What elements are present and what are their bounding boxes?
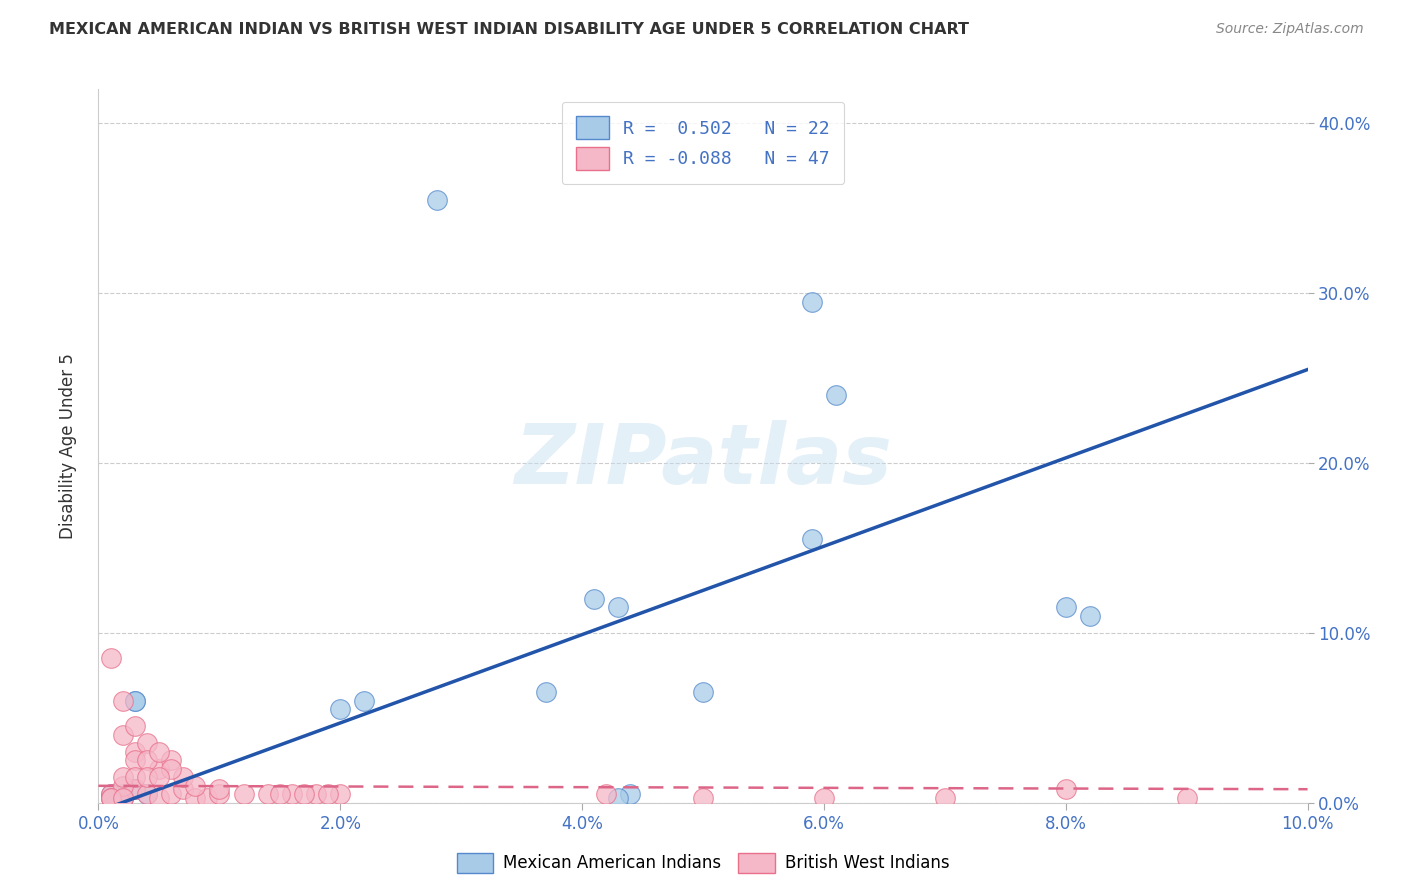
Point [135,787,157,801]
Point [111,790,134,805]
Point [100,790,122,805]
Point [100,651,122,665]
Point [172,782,194,797]
Point [813,790,835,805]
Point [124,694,146,708]
Point [208,782,231,797]
Point [316,787,339,801]
Point [100,790,122,805]
Point [305,787,328,801]
Text: ZIPatlas: ZIPatlas [515,420,891,500]
Point [1054,782,1077,797]
Point [124,770,146,784]
Text: MEXICAN AMERICAN INDIAN VS BRITISH WEST INDIAN DISABILITY AGE UNDER 5 CORRELATIO: MEXICAN AMERICAN INDIAN VS BRITISH WEST … [49,22,969,37]
Point [124,753,146,767]
Point [100,787,122,801]
Point [135,736,157,750]
Point [232,787,254,801]
Point [111,770,134,784]
Point [100,787,122,801]
Point [800,533,823,547]
Point [124,694,146,708]
Point [124,782,146,797]
Point [208,787,231,801]
Point [292,787,315,801]
Point [111,790,134,805]
Point [934,790,956,805]
Point [160,753,183,767]
Point [160,762,183,776]
Point [135,787,157,801]
Point [195,790,218,805]
Point [607,600,630,615]
Point [595,787,617,801]
Point [353,694,375,708]
Point [1054,600,1077,615]
Point [111,694,134,708]
Point [1078,608,1101,623]
Point [583,591,606,606]
Point [256,787,278,801]
Point [534,685,557,699]
Point [825,388,848,402]
Point [148,770,170,784]
Point [692,790,714,805]
Point [1175,790,1198,805]
Legend: Mexican American Indians, British West Indians: Mexican American Indians, British West I… [450,847,956,880]
Point [148,745,170,759]
Point [111,728,134,742]
Point [111,779,134,793]
Text: Source: ZipAtlas.com: Source: ZipAtlas.com [1216,22,1364,37]
Point [160,787,183,801]
Point [148,762,170,776]
Point [124,719,146,733]
Point [184,779,207,793]
Point [111,787,134,801]
Point [172,770,194,784]
Point [800,294,823,309]
Point [619,787,641,801]
Point [329,702,352,716]
Point [281,787,304,801]
Point [111,790,134,805]
Point [426,193,449,207]
Legend: R =  0.502   N = 22, R = -0.088   N = 47: R = 0.502 N = 22, R = -0.088 N = 47 [562,102,844,185]
Point [329,787,352,801]
Point [184,790,207,805]
Point [607,790,630,805]
Point [124,782,146,797]
Point [100,790,122,805]
Point [135,753,157,767]
Y-axis label: Disability Age Under 5: Disability Age Under 5 [59,353,77,539]
Point [135,770,157,784]
Point [148,790,170,805]
Point [124,745,146,759]
Point [269,787,291,801]
Point [692,685,714,699]
